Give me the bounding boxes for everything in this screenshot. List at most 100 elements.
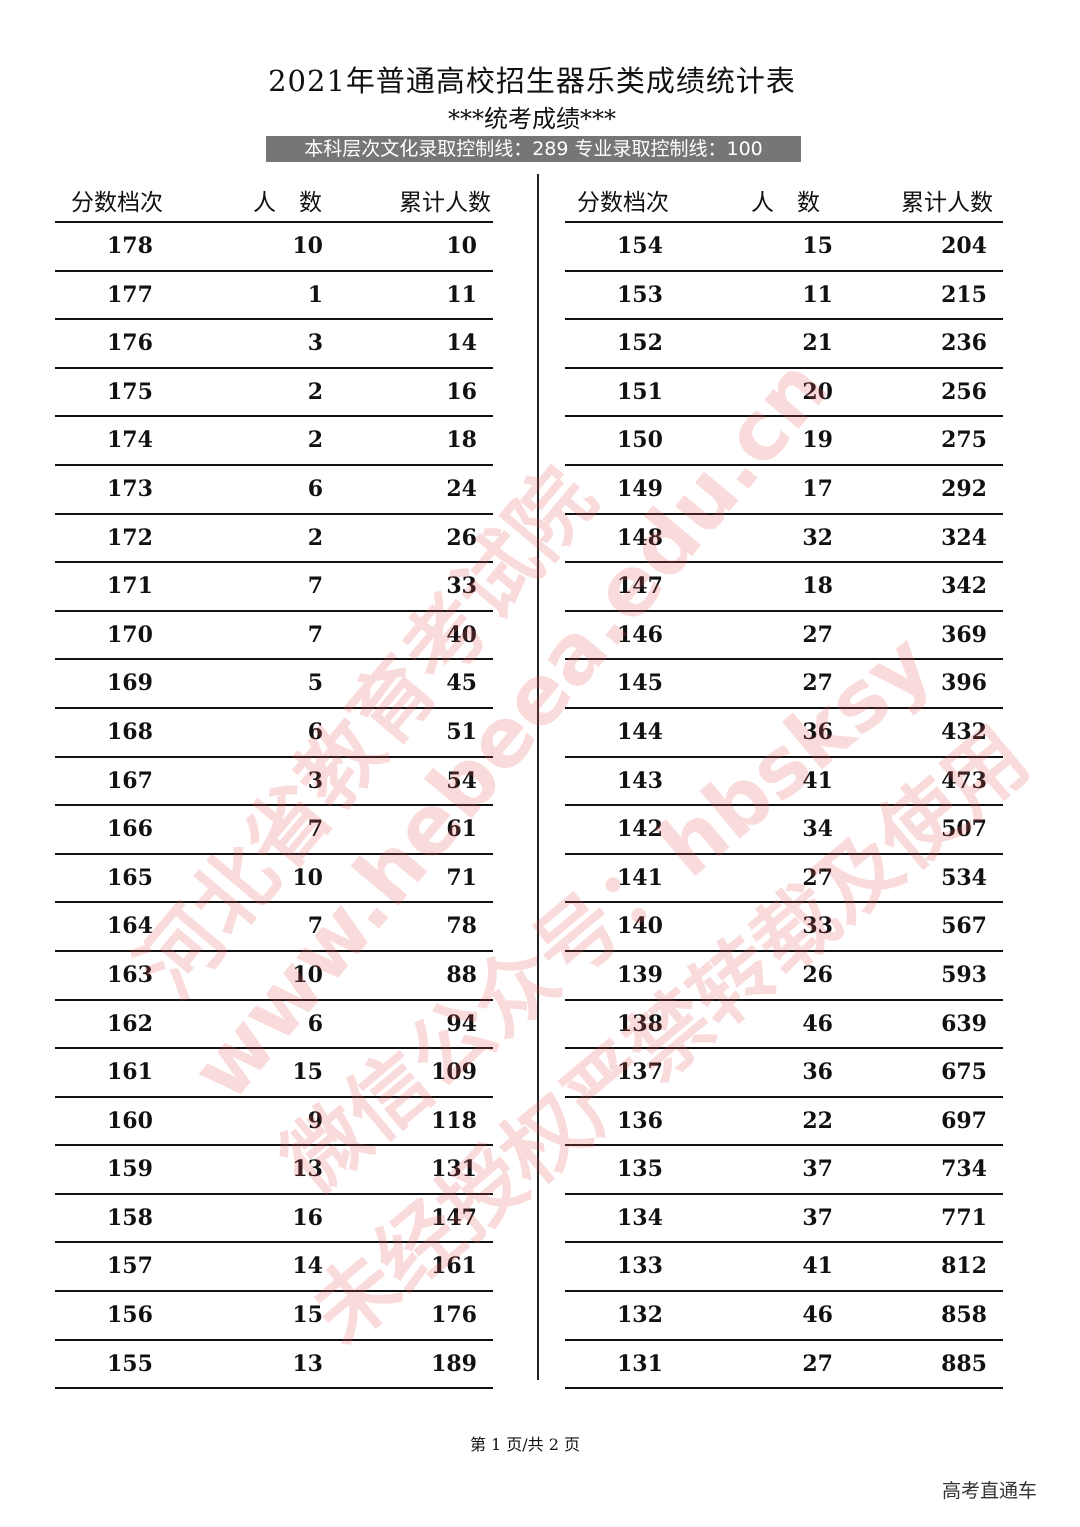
score-cell: 175 — [107, 378, 153, 405]
table-row: 158 16 147 — [55, 1195, 493, 1244]
table-row: 169 5 45 — [55, 660, 493, 709]
cumulative-cell: 131 — [431, 1156, 477, 1183]
score-cell: 157 — [107, 1253, 153, 1280]
brand-label: 高考直通车 — [942, 1480, 1038, 1502]
score-cell: 153 — [617, 281, 663, 308]
count-cell: 1 — [307, 281, 323, 308]
count-cell: 21 — [802, 330, 833, 357]
cumulative-cell: 94 — [446, 1010, 477, 1037]
cumulative-cell: 26 — [446, 524, 477, 551]
cumulative-cell: 432 — [941, 718, 987, 745]
count-cell: 46 — [802, 1010, 833, 1037]
count-cell: 2 — [307, 524, 323, 551]
table-row: 168 6 51 — [55, 709, 493, 758]
cumulative-cell: 675 — [941, 1059, 987, 1086]
score-cell: 165 — [107, 864, 153, 891]
table-row: 156 15 176 — [55, 1292, 493, 1341]
count-cell: 36 — [802, 1059, 833, 1086]
cumulative-cell: 812 — [941, 1253, 987, 1280]
score-cell: 148 — [617, 524, 663, 551]
count-cell: 27 — [802, 1350, 833, 1377]
cumulative-cell: 161 — [431, 1253, 477, 1280]
page-title: 2021年普通高校招生器乐类成绩统计表 — [268, 64, 796, 98]
table-row: 155 13 189 — [55, 1341, 493, 1390]
cumulative-cell: 292 — [941, 475, 987, 502]
count-cell: 22 — [802, 1107, 833, 1134]
table-row: 177 1 11 — [55, 272, 493, 321]
cumulative-cell: 88 — [446, 961, 477, 988]
score-cell: 139 — [617, 961, 663, 988]
score-cell: 141 — [617, 864, 663, 891]
table-row: 152 21 236 — [565, 320, 1003, 369]
table-row: 153 11 215 — [565, 272, 1003, 321]
table-row: 149 17 292 — [565, 466, 1003, 515]
score-cell: 162 — [107, 1010, 153, 1037]
table-row: 147 18 342 — [565, 563, 1003, 612]
cumulative-cell: 24 — [446, 475, 477, 502]
table-row: 132 46 858 — [565, 1292, 1003, 1341]
count-cell: 46 — [802, 1302, 833, 1329]
count-cell: 14 — [292, 1253, 323, 1280]
table-header: 分数档次 人 数 累计人数 — [55, 175, 493, 223]
score-cell: 143 — [617, 767, 663, 794]
count-cell: 6 — [307, 1010, 323, 1037]
score-table-right: 分数档次 人 数 累计人数 154 15 204 153 11 215 152 21 236 15… — [565, 175, 1003, 1390]
cumulative-cell: 639 — [941, 1010, 987, 1037]
table-row: 143 41 473 — [565, 758, 1003, 807]
table-row: 167 3 54 — [55, 758, 493, 807]
cumulative-cell: 567 — [941, 913, 987, 940]
score-cell: 131 — [617, 1350, 663, 1377]
count-cell: 9 — [307, 1107, 323, 1134]
table-row: 134 37 771 — [565, 1195, 1003, 1244]
cumulative-cell: 507 — [941, 816, 987, 843]
score-cell: 156 — [107, 1302, 153, 1329]
score-cell: 160 — [107, 1107, 153, 1134]
cumulative-cell: 771 — [941, 1204, 987, 1231]
score-cell: 174 — [107, 427, 153, 454]
table-row: 157 14 161 — [55, 1243, 493, 1293]
score-cell: 137 — [617, 1059, 663, 1086]
table-row: 172 2 26 — [55, 515, 493, 564]
count-cell: 3 — [307, 330, 323, 357]
cumulative-cell: 342 — [941, 573, 987, 600]
count-cell: 20 — [802, 378, 833, 405]
score-cell: 133 — [617, 1253, 663, 1280]
table-row: 175 2 16 — [55, 369, 493, 418]
header-score: 分数档次 — [71, 190, 163, 216]
count-cell: 7 — [307, 913, 323, 940]
table-row: 136 22 697 — [565, 1098, 1003, 1147]
score-cell: 149 — [617, 475, 663, 502]
count-cell: 33 — [802, 913, 833, 940]
table-row: 151 20 256 — [565, 369, 1003, 418]
count-cell: 5 — [307, 670, 323, 697]
score-cell: 151 — [617, 378, 663, 405]
count-cell: 10 — [292, 961, 323, 988]
score-cell: 164 — [107, 913, 153, 940]
count-cell: 10 — [292, 233, 323, 259]
score-cell: 161 — [107, 1059, 153, 1086]
count-cell: 6 — [307, 475, 323, 502]
table-row: 174 2 18 — [55, 417, 493, 466]
cumulative-cell: 118 — [431, 1107, 477, 1134]
count-cell: 34 — [802, 816, 833, 843]
cumulative-cell: 204 — [941, 233, 987, 259]
count-cell: 41 — [802, 1253, 833, 1280]
table-row: 138 46 639 — [565, 1001, 1003, 1050]
table-row: 133 41 812 — [565, 1243, 1003, 1293]
cumulative-cell: 176 — [431, 1302, 477, 1329]
table-header: 分数档次 人 数 累计人数 — [565, 175, 1003, 223]
cumulative-cell: 236 — [941, 330, 987, 357]
cumulative-cell: 215 — [941, 281, 987, 308]
cumulative-cell: 275 — [941, 427, 987, 454]
header-count: 人 数 — [253, 190, 322, 216]
cumulative-cell: 78 — [446, 913, 477, 940]
table-row: 163 10 88 — [55, 952, 493, 1001]
score-cell: 146 — [617, 621, 663, 648]
score-cell: 152 — [617, 330, 663, 357]
cumulative-cell: 396 — [941, 670, 987, 697]
table-row: 161 15 109 — [55, 1049, 493, 1098]
count-cell: 15 — [802, 233, 833, 259]
cumulative-cell: 109 — [431, 1059, 477, 1086]
table-row: 159 13 131 — [55, 1146, 493, 1195]
table-row: 154 15 204 — [565, 223, 1003, 272]
